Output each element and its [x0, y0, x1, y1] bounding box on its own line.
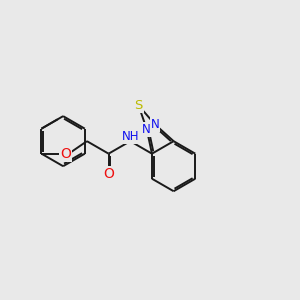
Text: N: N: [151, 118, 159, 131]
Text: NH: NH: [122, 130, 139, 143]
Text: N: N: [142, 123, 151, 136]
Text: S: S: [134, 99, 143, 112]
Text: O: O: [60, 147, 71, 161]
Text: O: O: [103, 167, 114, 181]
